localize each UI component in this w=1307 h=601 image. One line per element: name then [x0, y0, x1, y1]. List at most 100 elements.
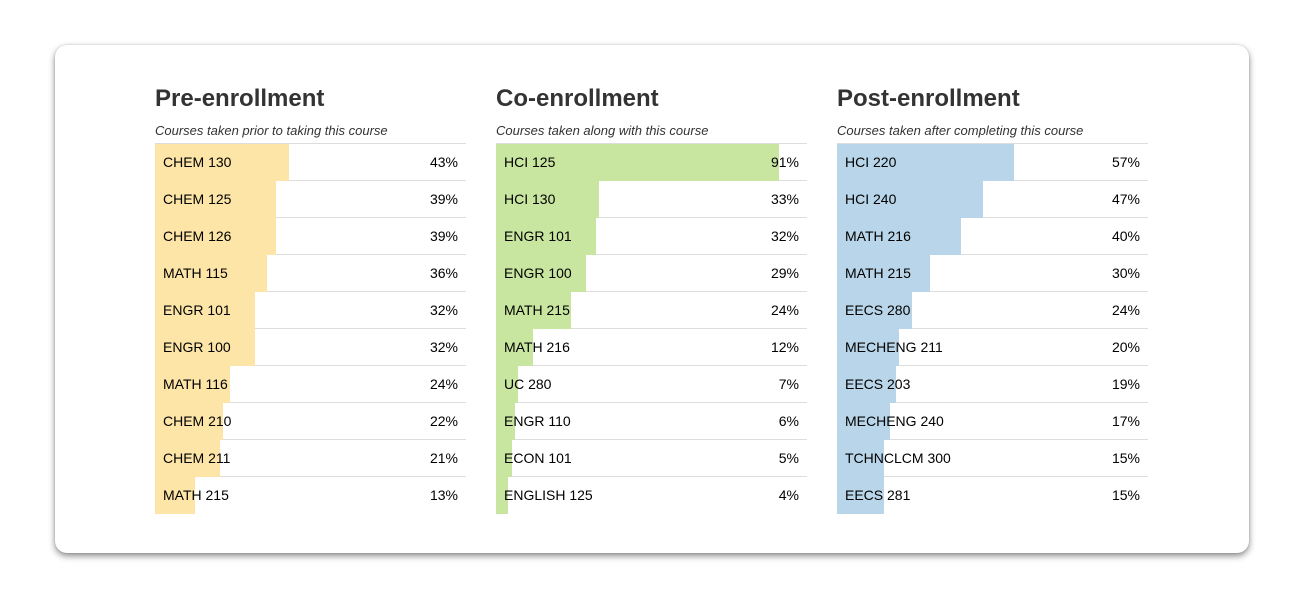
percent-label: 43%: [429, 154, 458, 170]
course-label: UC 280: [504, 376, 552, 392]
course-label: MATH 216: [504, 339, 570, 355]
bar-row: EECS 280 24%: [837, 292, 1148, 329]
post-enrollment-title: Post-enrollment: [837, 85, 1020, 112]
course-label: MATH 215: [845, 265, 911, 281]
course-label: ENGR 100: [504, 265, 572, 281]
bar: [155, 366, 230, 403]
percent-label: 20%: [1111, 339, 1140, 355]
bar: [155, 329, 255, 366]
course-label: MATH 215: [504, 302, 570, 318]
course-label: CHEM 130: [163, 154, 232, 170]
post-enrollment-bar-list: HCI 220 57% HCI 240 47% MATH 216 40% MATH 215 3…: [837, 143, 1148, 514]
bar: [837, 403, 890, 440]
course-label: CHEM 210: [163, 413, 232, 429]
bar-row: CHEM 130 43%: [155, 144, 466, 181]
course-label: HCI 220: [845, 154, 897, 170]
bar-row: ENGR 110 6%: [496, 403, 807, 440]
bar-row: HCI 240 47%: [837, 181, 1148, 218]
bar-row: UC 280 7%: [496, 366, 807, 403]
bar-row: MATH 216 40%: [837, 218, 1148, 255]
bar: [837, 255, 931, 292]
percent-label: 33%: [770, 191, 799, 207]
bar-row: HCI 125 91%: [496, 144, 807, 181]
percent-label: 22%: [429, 413, 458, 429]
bar-row: HCI 220 57%: [837, 144, 1148, 181]
percent-label: 5%: [778, 450, 799, 466]
percent-label: 24%: [1111, 302, 1140, 318]
percent-label: 12%: [770, 339, 799, 355]
bar-row: MATH 215 13%: [155, 477, 466, 514]
bar: [155, 144, 289, 181]
bar: [837, 144, 1015, 181]
bar: [496, 218, 596, 255]
post-enrollment-subtitle: Courses taken after completing this cour…: [837, 123, 1084, 138]
bar-row: EECS 203 19%: [837, 366, 1148, 403]
course-label: MATH 216: [845, 228, 911, 244]
bar-row: ENGR 101 32%: [496, 218, 807, 255]
bar-row: MATH 115 36%: [155, 255, 466, 292]
bar-row: CHEM 211 21%: [155, 440, 466, 477]
course-label: EECS 280: [845, 302, 911, 318]
bar-row: CHEM 210 22%: [155, 403, 466, 440]
percent-label: 17%: [1111, 413, 1140, 429]
bar-row: MATH 215 30%: [837, 255, 1148, 292]
bar-row: CHEM 125 39%: [155, 181, 466, 218]
bar-row: CHEM 126 39%: [155, 218, 466, 255]
co-enrollment-title: Co-enrollment: [496, 85, 659, 112]
course-label: MATH 215: [163, 487, 229, 503]
percent-label: 91%: [770, 154, 799, 170]
percent-label: 30%: [1111, 265, 1140, 281]
course-label: MECHENG 240: [845, 413, 944, 429]
course-label: ENGR 110: [504, 413, 571, 429]
course-label: ENGR 100: [163, 339, 231, 355]
bar: [837, 366, 897, 403]
bar: [155, 255, 267, 292]
percent-label: 21%: [429, 450, 458, 466]
pre-enrollment-subtitle: Courses taken prior to taking this cours…: [155, 123, 388, 138]
bar-row: MATH 215 24%: [496, 292, 807, 329]
bar: [496, 477, 509, 514]
bar: [837, 181, 984, 218]
bar: [155, 440, 221, 477]
bar-row: HCI 130 33%: [496, 181, 807, 218]
bar: [496, 329, 534, 366]
bar: [496, 366, 518, 403]
bar-row: MECHENG 211 20%: [837, 329, 1148, 366]
bar: [496, 292, 571, 329]
pre-enrollment-title: Pre-enrollment: [155, 85, 325, 112]
enrollment-card: Pre-enrollment Courses taken prior to ta…: [55, 45, 1249, 553]
course-label: CHEM 211: [163, 450, 231, 466]
bar: [496, 181, 599, 218]
bar-row: ENGLISH 125 4%: [496, 477, 807, 514]
bar-row: TCHNCLCM 300 15%: [837, 440, 1148, 477]
course-label: MATH 116: [163, 376, 228, 392]
bar: [496, 144, 779, 181]
bar: [837, 329, 900, 366]
percent-label: 24%: [429, 376, 458, 392]
course-label: ENGR 101: [504, 228, 572, 244]
percent-label: 24%: [770, 302, 799, 318]
course-label: MATH 115: [163, 265, 228, 281]
percent-label: 57%: [1111, 154, 1140, 170]
percent-label: 32%: [429, 339, 458, 355]
course-label: CHEM 125: [163, 191, 232, 207]
bar: [496, 255, 587, 292]
bar-row: ENGR 101 32%: [155, 292, 466, 329]
percent-label: 19%: [1111, 376, 1140, 392]
bar: [837, 218, 962, 255]
course-label: HCI 130: [504, 191, 556, 207]
course-label: EECS 203: [845, 376, 911, 392]
bar: [837, 292, 912, 329]
course-label: HCI 125: [504, 154, 556, 170]
percent-label: 32%: [770, 228, 799, 244]
percent-label: 15%: [1111, 450, 1140, 466]
co-enrollment-bar-list: HCI 125 91% HCI 130 33% ENGR 101 32% ENGR 100 2…: [496, 143, 807, 514]
bar: [155, 218, 277, 255]
course-label: TCHNCLCM 300: [845, 450, 951, 466]
pre-enrollment-bar-list: CHEM 130 43% CHEM 125 39% CHEM 126 39% MATH 11…: [155, 143, 466, 514]
course-label: ENGR 101: [163, 302, 231, 318]
percent-label: 39%: [429, 228, 458, 244]
bar: [496, 440, 512, 477]
percent-label: 40%: [1111, 228, 1140, 244]
bar-row: MECHENG 240 17%: [837, 403, 1148, 440]
